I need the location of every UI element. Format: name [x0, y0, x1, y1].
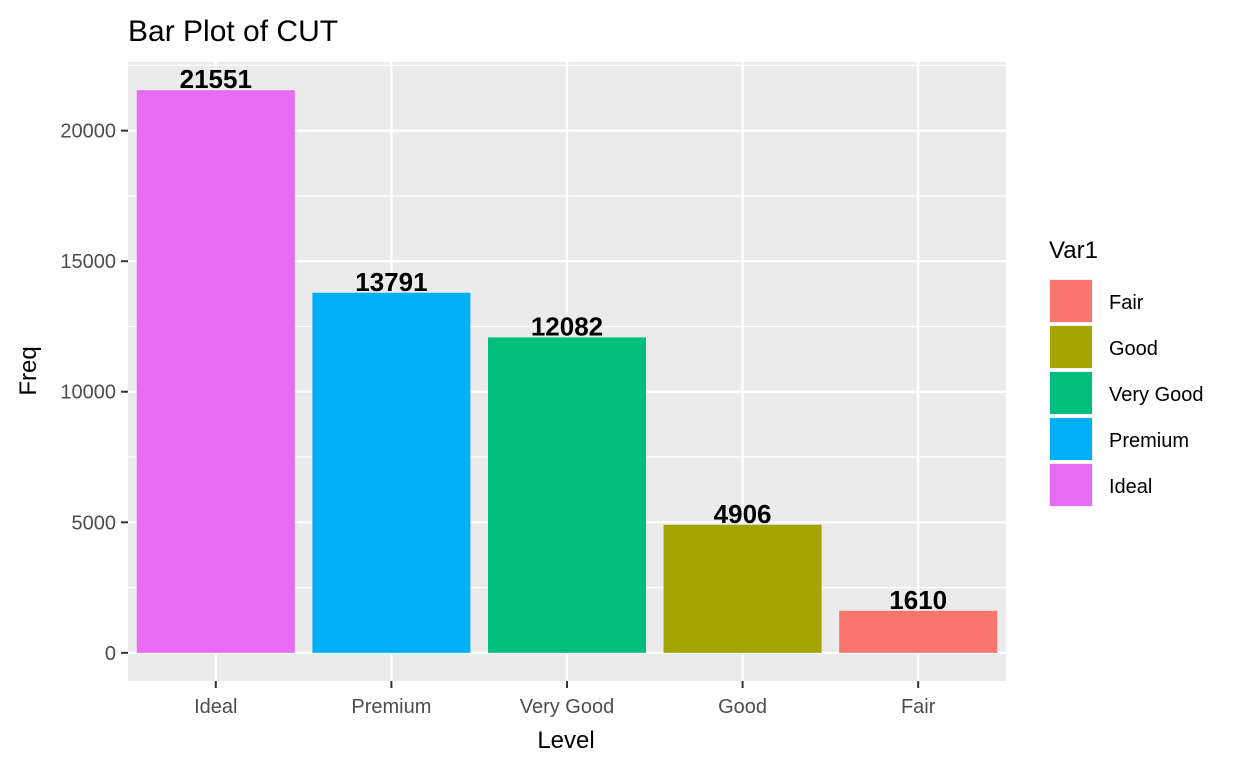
data-label: 12082	[531, 311, 603, 341]
data-label: 4906	[714, 499, 772, 529]
legend-swatch	[1050, 326, 1092, 368]
legend-label: Ideal	[1109, 476, 1152, 498]
x-tick-label: Ideal	[194, 696, 237, 718]
data-label: 13791	[355, 267, 427, 297]
bar-premium	[312, 292, 471, 653]
legend-label: Premium	[1109, 430, 1189, 452]
x-axis: Ideal Premium Very Good Good Fair	[194, 681, 936, 718]
y-tick-label: 20000	[60, 121, 116, 143]
y-axis-title: Freq	[15, 346, 42, 395]
legend-label: Very Good	[1109, 384, 1204, 406]
legend-swatch	[1050, 280, 1092, 322]
bars	[136, 90, 998, 653]
y-axis: 0 5000 10000 15000 20000	[60, 121, 128, 665]
bar-good	[663, 524, 822, 653]
legend-title: Var1	[1049, 237, 1098, 264]
legend-label: Fair	[1109, 292, 1144, 314]
data-labels: 21551 13791 12082 4906 1610	[180, 64, 947, 615]
y-tick-label: 5000	[72, 512, 117, 534]
legend: Var1 Fair Good Very Good Premium Ideal	[1049, 237, 1204, 507]
x-tick-label: Very Good	[520, 696, 615, 718]
legend-swatch	[1050, 464, 1092, 506]
data-label: 1610	[889, 585, 947, 615]
y-tick-label: 15000	[60, 251, 116, 273]
bar-ideal	[136, 90, 295, 653]
legend-swatch	[1050, 418, 1092, 460]
y-tick-label: 10000	[60, 382, 116, 404]
x-axis-title: Level	[537, 727, 594, 754]
x-tick-label: Fair	[901, 696, 936, 718]
data-label: 21551	[180, 64, 252, 94]
x-tick-label: Good	[718, 696, 767, 718]
chart-title: Bar Plot of CUT	[128, 15, 338, 48]
legend-swatch	[1050, 372, 1092, 414]
legend-label: Good	[1109, 338, 1158, 360]
bar-very-good	[487, 337, 647, 653]
x-tick-label: Premium	[351, 696, 431, 718]
bar-fair	[839, 610, 998, 653]
y-tick-label: 0	[105, 643, 116, 665]
